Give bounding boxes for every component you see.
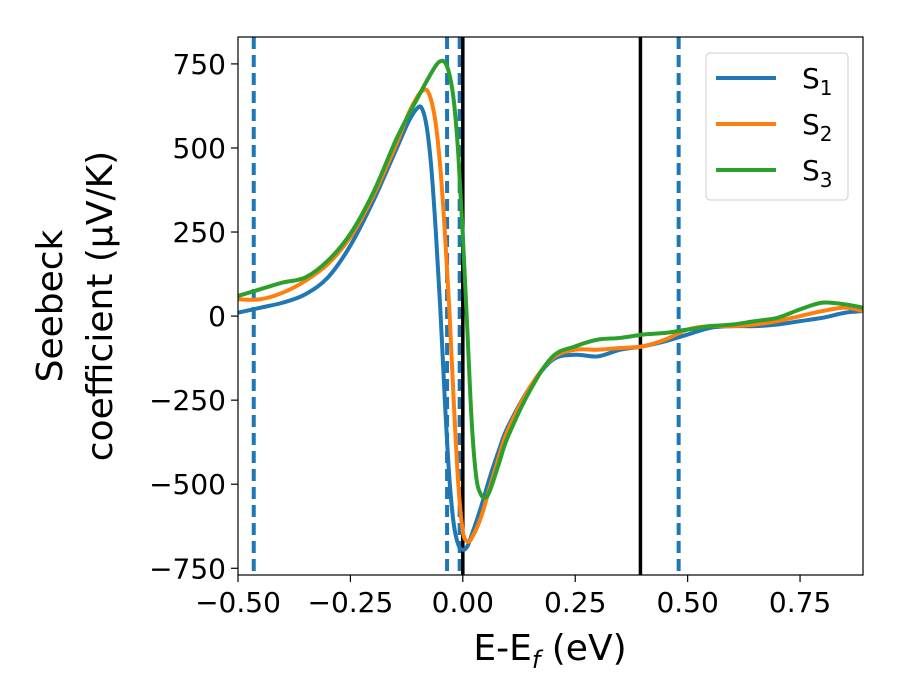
y-tick-label: −750 [149, 552, 226, 585]
y-tick-label: 500 [173, 132, 226, 165]
x-tick-label: 0.50 [656, 586, 718, 619]
plot-frame [237, 36, 864, 576]
x-tick-label: 0.25 [544, 586, 606, 619]
x-tick-label: 0.00 [432, 586, 494, 619]
y-axis-label: Seebeck coefficient (μV/K) [30, 151, 121, 461]
x-axis-label-main: E-E [473, 628, 531, 669]
x-axis-ticks: −0.50 −0.25 0.00 0.25 0.50 0.75 [195, 575, 831, 619]
y-axis-ticks: −750 −500 −250 0 250 500 750 [149, 48, 238, 585]
y-tick-label: 0 [208, 300, 226, 333]
legend-label-s3: S3 [802, 154, 833, 192]
data-series [238, 58, 863, 552]
legend: S1 S2 S3 [705, 52, 849, 201]
x-tick-label: −0.25 [308, 586, 394, 619]
y-tick-label: 750 [173, 48, 226, 81]
x-tick-label: 0.75 [769, 586, 831, 619]
legend-label-s2: S2 [802, 108, 833, 146]
series-line-s3 [238, 58, 863, 500]
legend-label-s1: S1 [802, 62, 833, 100]
y-tick-label: 250 [173, 216, 226, 249]
x-tick-label: −0.50 [195, 586, 281, 619]
legend-box [705, 52, 849, 201]
y-axis-label-line2: coefficient (μV/K) [80, 151, 121, 461]
y-tick-label: −250 [149, 384, 226, 417]
x-axis-label: E-Ef (eV) [473, 628, 626, 674]
x-axis-label-unit: (eV) [540, 628, 626, 669]
y-tick-label: −500 [149, 468, 226, 501]
reference-lines [251, 37, 681, 575]
y-axis-label-line1: Seebeck [30, 229, 71, 382]
